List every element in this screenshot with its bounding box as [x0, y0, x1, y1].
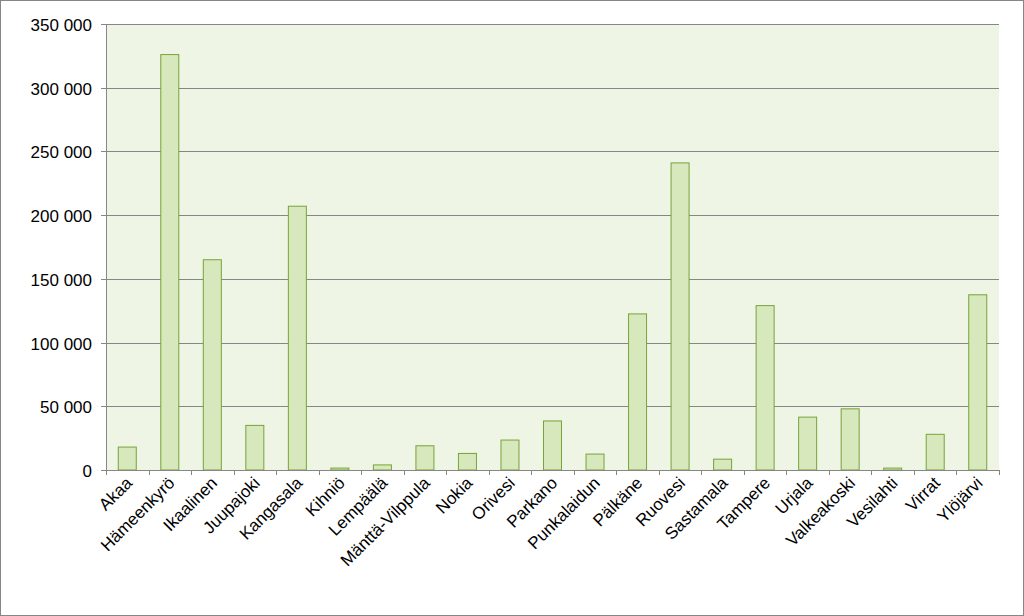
x-tick — [871, 470, 872, 475]
bar — [331, 468, 349, 470]
y-tick-label: 250 000 — [31, 143, 92, 162]
x-tick — [446, 470, 447, 475]
grid-line — [106, 88, 999, 89]
bar — [841, 409, 859, 470]
bar — [799, 417, 817, 470]
x-axis — [106, 470, 999, 471]
grid-line — [106, 406, 999, 407]
grid-line — [106, 279, 999, 280]
x-tick — [999, 470, 1000, 475]
grid-line — [106, 151, 999, 152]
y-tick — [101, 88, 106, 89]
x-tick — [616, 470, 617, 475]
y-tick-label: 150 000 — [31, 271, 92, 290]
bar — [246, 425, 264, 470]
chart-frame — [1, 1, 1024, 616]
x-tick — [489, 470, 490, 475]
y-axis — [106, 24, 107, 470]
grid-line — [106, 24, 999, 25]
x-tick — [276, 470, 277, 475]
grid-line — [106, 470, 999, 471]
bar — [288, 206, 306, 470]
chart: 0 50 000 100 000 150 000 200 000 250 000 300 0… — [0, 0, 1024, 616]
x-tick — [659, 470, 660, 475]
x-tick-label: Ylöjärvi — [934, 473, 987, 526]
bar — [203, 260, 221, 470]
y-tick-label: 0 — [83, 462, 92, 481]
bar — [714, 459, 732, 470]
x-tick — [106, 470, 107, 475]
x-tick — [744, 470, 745, 475]
y-tick-label: 50 000 — [40, 398, 92, 417]
y-tick — [101, 215, 106, 216]
x-tick-label: Mänttä-Vilppula — [337, 473, 434, 570]
y-tick-label: 350 000 — [31, 16, 92, 35]
x-tick-label: Kangasala — [236, 473, 307, 544]
y-tick-label: 300 000 — [31, 80, 92, 99]
grid-line — [106, 215, 999, 216]
y-tick-label: 100 000 — [31, 335, 92, 354]
bar — [118, 447, 136, 470]
bar — [161, 55, 179, 470]
grid-line — [106, 343, 999, 344]
x-tick — [361, 470, 362, 475]
y-tick — [101, 151, 106, 152]
bar — [969, 295, 987, 470]
x-tick — [404, 470, 405, 475]
x-tick — [234, 470, 235, 475]
bar — [544, 421, 562, 470]
x-tick — [574, 470, 575, 475]
bar — [671, 163, 689, 470]
bar — [629, 314, 647, 470]
x-tick — [701, 470, 702, 475]
bar — [884, 468, 902, 470]
bar — [926, 434, 944, 470]
bar — [756, 306, 774, 470]
x-tick-label: Valkeakoski — [782, 473, 859, 550]
x-tick — [319, 470, 320, 475]
x-tick-label: Tampere — [714, 473, 774, 533]
x-tick — [149, 470, 150, 475]
y-tick — [101, 279, 106, 280]
y-tick-label: 200 000 — [31, 207, 92, 226]
x-tick — [531, 470, 532, 475]
x-tick — [191, 470, 192, 475]
x-tick — [786, 470, 787, 475]
x-tick — [914, 470, 915, 475]
y-tick — [101, 470, 106, 471]
bar — [501, 440, 519, 470]
bars — [118, 55, 986, 470]
x-tick-label: Vesilahti — [843, 473, 901, 531]
y-tick — [101, 406, 106, 407]
x-tick-label: Sastamala — [661, 473, 732, 544]
bar — [458, 453, 476, 470]
plot-area — [106, 24, 999, 470]
x-tick — [829, 470, 830, 475]
bar — [586, 454, 604, 470]
y-tick — [101, 24, 106, 25]
x-tick — [956, 470, 957, 475]
y-tick — [101, 343, 106, 344]
bar — [373, 465, 391, 470]
bar — [416, 446, 434, 470]
